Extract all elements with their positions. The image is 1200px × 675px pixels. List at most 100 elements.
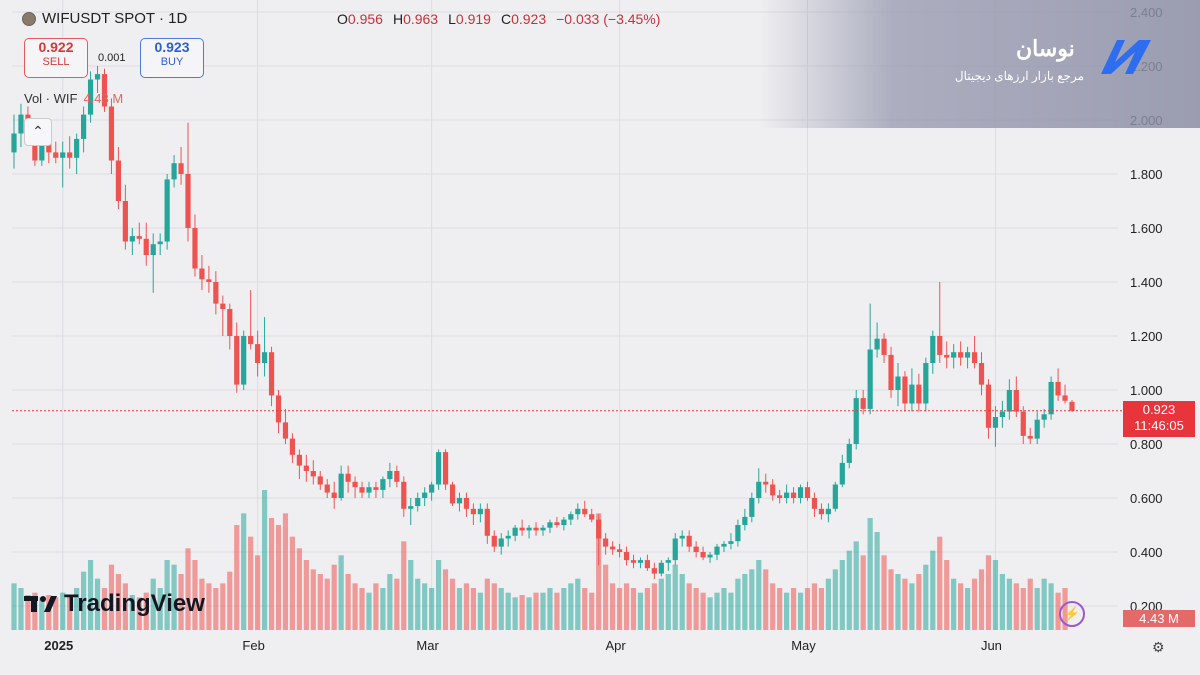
volume-bar (282, 513, 289, 630)
sell-button[interactable]: 0.922 SELL (24, 38, 88, 78)
volume-bar (867, 518, 873, 630)
lightning-icon[interactable]: ⚡ (1059, 601, 1085, 627)
volume-bar (818, 588, 825, 630)
volume-bar (289, 536, 296, 630)
candle (199, 255, 205, 291)
candle (60, 141, 66, 188)
candle-body (547, 522, 553, 528)
collapse-legend-button[interactable]: ⌃ (24, 118, 52, 146)
candle (728, 533, 734, 550)
candle (637, 557, 644, 569)
volume-bar (749, 569, 755, 630)
candle (227, 303, 233, 350)
candle-body (422, 492, 428, 498)
candle (860, 390, 866, 415)
candle-body (575, 508, 581, 515)
candle-body (498, 538, 504, 547)
volume-value: 4.43 M (83, 91, 124, 106)
volume-bar (317, 574, 323, 630)
volume-bar (784, 592, 790, 630)
y-tick-label: 1.600 (1130, 221, 1163, 236)
candle (937, 282, 943, 363)
candle-body (1041, 414, 1047, 420)
candle-body (248, 336, 254, 345)
candle (122, 184, 128, 250)
candle (192, 214, 198, 277)
candle-body (693, 546, 699, 552)
candle (686, 530, 692, 552)
volume-bar (985, 555, 992, 630)
candle-body (637, 560, 644, 563)
candle-body (143, 238, 149, 255)
candle-body (442, 452, 449, 485)
volume-bar (192, 560, 198, 630)
y-tick-label: 0.600 (1130, 491, 1163, 506)
candle-body (310, 471, 316, 477)
candle (108, 98, 115, 174)
volume-bar (561, 588, 567, 630)
candle (380, 476, 386, 498)
candle-body (157, 241, 163, 245)
volume-bar (603, 564, 609, 630)
volume-bar (352, 583, 358, 630)
volume-bar (1041, 578, 1047, 630)
volume-bar (860, 555, 866, 630)
candle (115, 147, 122, 210)
candle-body (958, 352, 964, 358)
candle (867, 303, 873, 415)
candle (373, 481, 379, 498)
candle-body (735, 525, 741, 542)
candle-body (241, 336, 247, 385)
candle (324, 479, 330, 498)
candle (491, 530, 497, 552)
candle (533, 522, 539, 536)
y-tick-label: 1.800 (1130, 167, 1163, 182)
volume-bar (74, 588, 80, 630)
volume-bar (46, 595, 52, 630)
symbol-header[interactable]: WIFUSDT SPOT · 1D (22, 10, 187, 27)
candle (770, 479, 776, 501)
volume-bar (971, 578, 978, 630)
candle (1034, 411, 1040, 444)
y-tick-label: 1.000 (1130, 383, 1163, 398)
candle-body (296, 454, 302, 466)
volume-bar (94, 578, 101, 630)
candle-body (860, 398, 866, 409)
candle (303, 454, 309, 482)
candle-body (470, 508, 476, 515)
y-tick-label: 0.400 (1130, 545, 1163, 560)
candle-body (261, 352, 268, 363)
volume-legend: Vol · WIF 4.43 M (24, 91, 123, 106)
candle (94, 66, 101, 93)
volume-bar (143, 592, 149, 630)
candle (81, 106, 87, 153)
candle (310, 460, 316, 485)
brand-name: نوسان (1016, 36, 1075, 61)
candle (839, 454, 845, 488)
volume-bar (616, 588, 623, 630)
candle-body (1055, 381, 1061, 396)
candle-body (540, 527, 546, 531)
volume-bar (540, 592, 546, 630)
candle-body (937, 336, 943, 355)
high-label: H (392, 11, 404, 27)
candle (672, 533, 678, 566)
candle-body (811, 498, 818, 509)
volume-bar (220, 583, 226, 630)
volume-bar (902, 578, 908, 630)
volume-bar (923, 564, 929, 630)
candle-body (477, 508, 483, 515)
candle-body (164, 179, 170, 242)
y-tick-label: 1.400 (1130, 275, 1163, 290)
high-value: 0.963 (403, 11, 439, 27)
volume-bar (596, 513, 602, 630)
candle-body (185, 174, 191, 228)
settings-gear-icon[interactable]: ⚙ (1152, 639, 1165, 655)
volume-label: Vol · WIF (24, 91, 78, 106)
volume-bar (199, 578, 205, 630)
buy-button[interactable]: 0.923 BUY (140, 38, 204, 78)
candle (352, 476, 358, 498)
candle-body (749, 498, 755, 517)
volume-bar (846, 550, 852, 630)
